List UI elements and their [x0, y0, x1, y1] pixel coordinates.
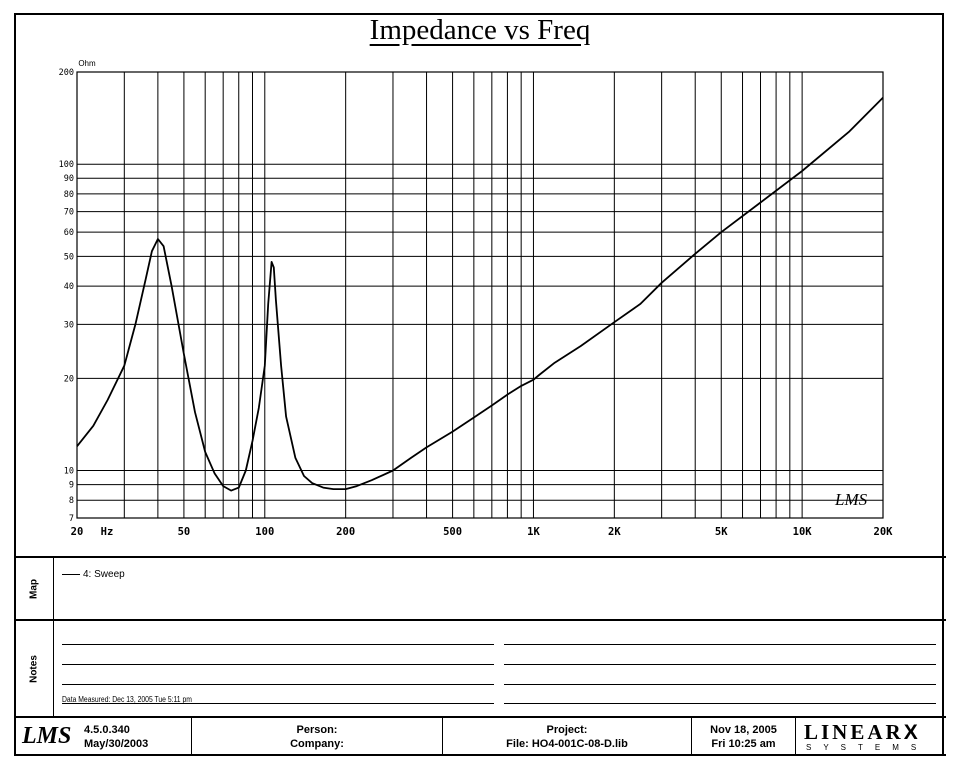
x-tick-label: 20K [874, 526, 894, 538]
legend-entry-label: 4: Sweep [83, 569, 125, 580]
x-axis-label: Hz [101, 526, 114, 538]
y-tick-label: 90 [64, 174, 74, 184]
y-tick-label: 8 [69, 496, 74, 506]
notes-rule [504, 644, 936, 645]
map-label: Map [28, 579, 39, 599]
footer: LMS 4.5.0.340 May/30/2003 Person: Compan… [14, 716, 946, 756]
notes-section: Notes Data Measured: Dec 13, 2005 Tue 5:… [14, 619, 946, 716]
version-date: May/30/2003 [84, 738, 149, 750]
notes-rule [62, 644, 494, 645]
y-tick-label: 80 [64, 190, 74, 200]
footer-date-cell: Nov 18, 2005 Fri 10:25 am [692, 718, 796, 754]
y-tick-label: 10 [64, 467, 74, 477]
x-tick-label: 5K [715, 526, 728, 538]
impedance-chart: 7 8 9 10 20 30 40 50 60 70 80 90 100 200 20 50 100 200 500… [59, 59, 894, 538]
project-label: Project: [546, 724, 588, 736]
footer-person-cell: Person: Company: [192, 718, 443, 754]
x-tick-label: 50 [178, 526, 191, 538]
y-tick-label: 20 [64, 374, 74, 384]
legend-entry: 4: Sweep [62, 569, 125, 580]
company-label: Company: [290, 738, 344, 750]
lms-logo: LMS [22, 723, 72, 749]
brand-x: X [903, 721, 921, 744]
footer-version-cell: LMS 4.5.0.340 May/30/2003 [14, 718, 192, 754]
y-tick-label: 70 [64, 208, 74, 218]
lms-watermark: LMS [835, 490, 868, 509]
brand-subtitle: SYSTEMS [806, 743, 929, 752]
x-tick-label: 200 [336, 526, 355, 538]
legend-line-swatch [62, 574, 80, 575]
y-tick-label: 30 [64, 320, 74, 330]
notes-rule [504, 664, 936, 665]
y-tick-label: 50 [64, 252, 74, 262]
y-tick-label: 40 [64, 282, 74, 292]
y-tick-label: 200 [59, 68, 74, 78]
linearx-logo: LINEARX [804, 720, 921, 745]
report-time: Fri 10:25 am [711, 738, 776, 750]
x-tick-label: 20 [71, 526, 84, 538]
version-number: 4.5.0.340 [84, 724, 130, 736]
x-tick-label: 10K [793, 526, 813, 538]
notes-rule [62, 703, 494, 704]
plot-area [76, 71, 884, 519]
notes-rule [504, 703, 936, 704]
notes-side-label: Notes [14, 621, 54, 716]
person-label: Person: [296, 724, 338, 736]
report-date: Nov 18, 2005 [710, 724, 777, 736]
footer-brand-cell: LINEARX SYSTEMS [796, 718, 944, 754]
y-tick-label: 9 [69, 481, 74, 491]
y-tick-label: 60 [64, 228, 74, 238]
notes-rule [504, 684, 936, 685]
y-axis-label: Ohm [78, 59, 96, 68]
map-section: Map 4: Sweep [14, 556, 946, 620]
chart-title: Impedance vs Freq [369, 14, 591, 46]
x-tick-label: 100 [255, 526, 274, 538]
data-measured-text: Data Measured: Dec 13, 2005 Tue 5:11 pm [62, 695, 192, 704]
file-label: File: HO4-001C-08-D.lib [506, 738, 628, 750]
y-tick-label: 7 [69, 514, 74, 524]
notes-label: Notes [28, 654, 39, 683]
y-tick-label: 100 [59, 160, 74, 170]
footer-project-cell: Project: File: HO4-001C-08-D.lib [443, 718, 692, 754]
notes-rule [62, 684, 494, 685]
x-tick-label: 500 [443, 526, 462, 538]
series-line [76, 96, 884, 492]
notes-rule [62, 664, 494, 665]
map-side-label: Map [14, 558, 54, 620]
x-tick-label: 2K [608, 526, 621, 538]
brand-name: LINEAR [804, 720, 904, 744]
x-tick-label: 1K [527, 526, 540, 538]
